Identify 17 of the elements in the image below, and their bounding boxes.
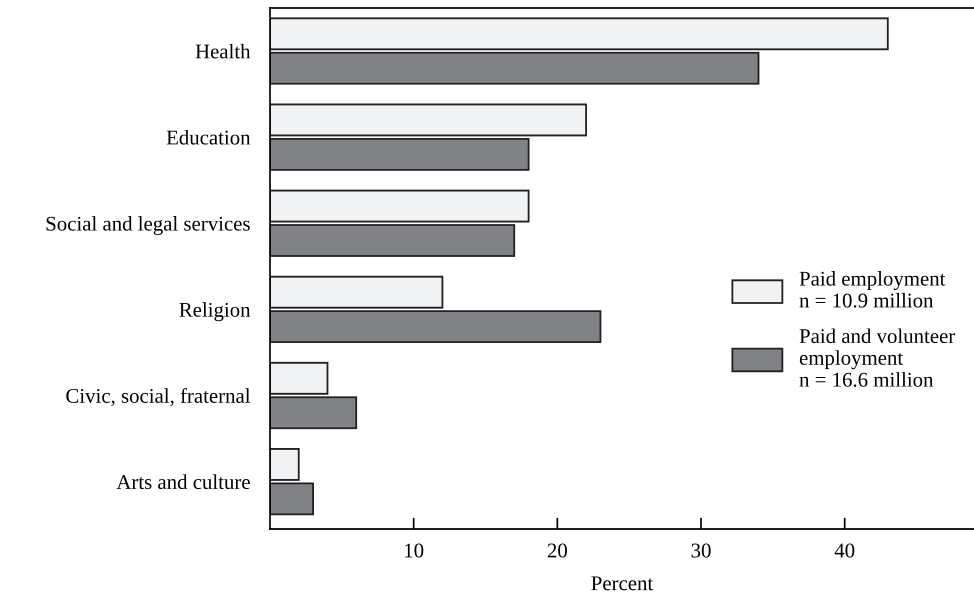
x-tick-label: 20 [548,543,567,558]
y-tick-label: Civic, social, fraternal [66,388,250,406]
x-tick-label: 10 [405,543,424,558]
bar [270,52,760,85]
legend-label: Paid and volunteer employment n = 16.6 million [800,328,956,387]
y-tick-label: Health [196,44,250,58]
legend-label: Paid employment n = 10.9 million [800,271,946,308]
y-tick-label: Arts and culture [116,474,250,490]
x-tick-label: 40 [834,543,854,558]
bar [270,17,889,50]
y-tick-label: Social and legal services [46,216,250,236]
x-tick-label: 30 [692,543,711,558]
y-tick-label: Education [166,130,250,145]
bar [270,362,328,395]
y-tick-label: Religion [179,302,250,322]
x-axis-title: Percent [591,576,654,590]
bar [270,396,358,430]
